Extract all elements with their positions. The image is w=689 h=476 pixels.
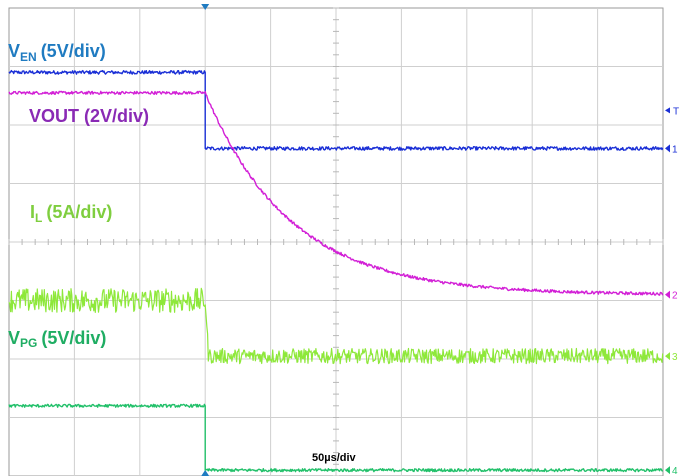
marker-arrow [665,290,670,299]
series-label-il: IL (5A/div) [30,202,112,225]
channel-marker-1: 1 [665,144,678,155]
trigger-position-top [201,4,210,10]
series-label-ven: VEN (5V/div) [8,41,106,64]
trigger-level-label: T [673,106,679,117]
timebase-label: 50µs/div [312,452,357,464]
waveform-traces [8,69,664,473]
channel-labels: VEN (5V/div) VOUT (2V/div) IL (5A/div) VPG(… [8,41,357,464]
trace-ch4 [8,403,664,473]
marker-arrow [665,144,670,153]
marker-number: 3 [672,352,678,363]
channel-marker-2: 2 [665,290,678,302]
plot-grid [8,4,664,476]
series-label-vpg: VPG (5V/div) [8,328,106,350]
channel-marker-4: 4 [665,466,678,476]
trigger-level-arrow [665,107,670,114]
series-label-vout: VOUT (2V/div) [29,106,149,126]
trace-ch1 [8,69,664,151]
trace-ch3 [8,287,664,365]
trigger-position-bottom [201,470,210,476]
trace-ch2 [8,90,664,296]
marker-arrow [665,466,670,475]
marker-number: 2 [672,291,678,302]
marker-number: 4 [672,466,678,476]
channel-markers: 1 2 3 4 T [665,106,679,476]
marker-arrow [665,352,670,361]
channel-marker-3: 3 [665,352,678,363]
marker-number: 1 [672,144,678,155]
